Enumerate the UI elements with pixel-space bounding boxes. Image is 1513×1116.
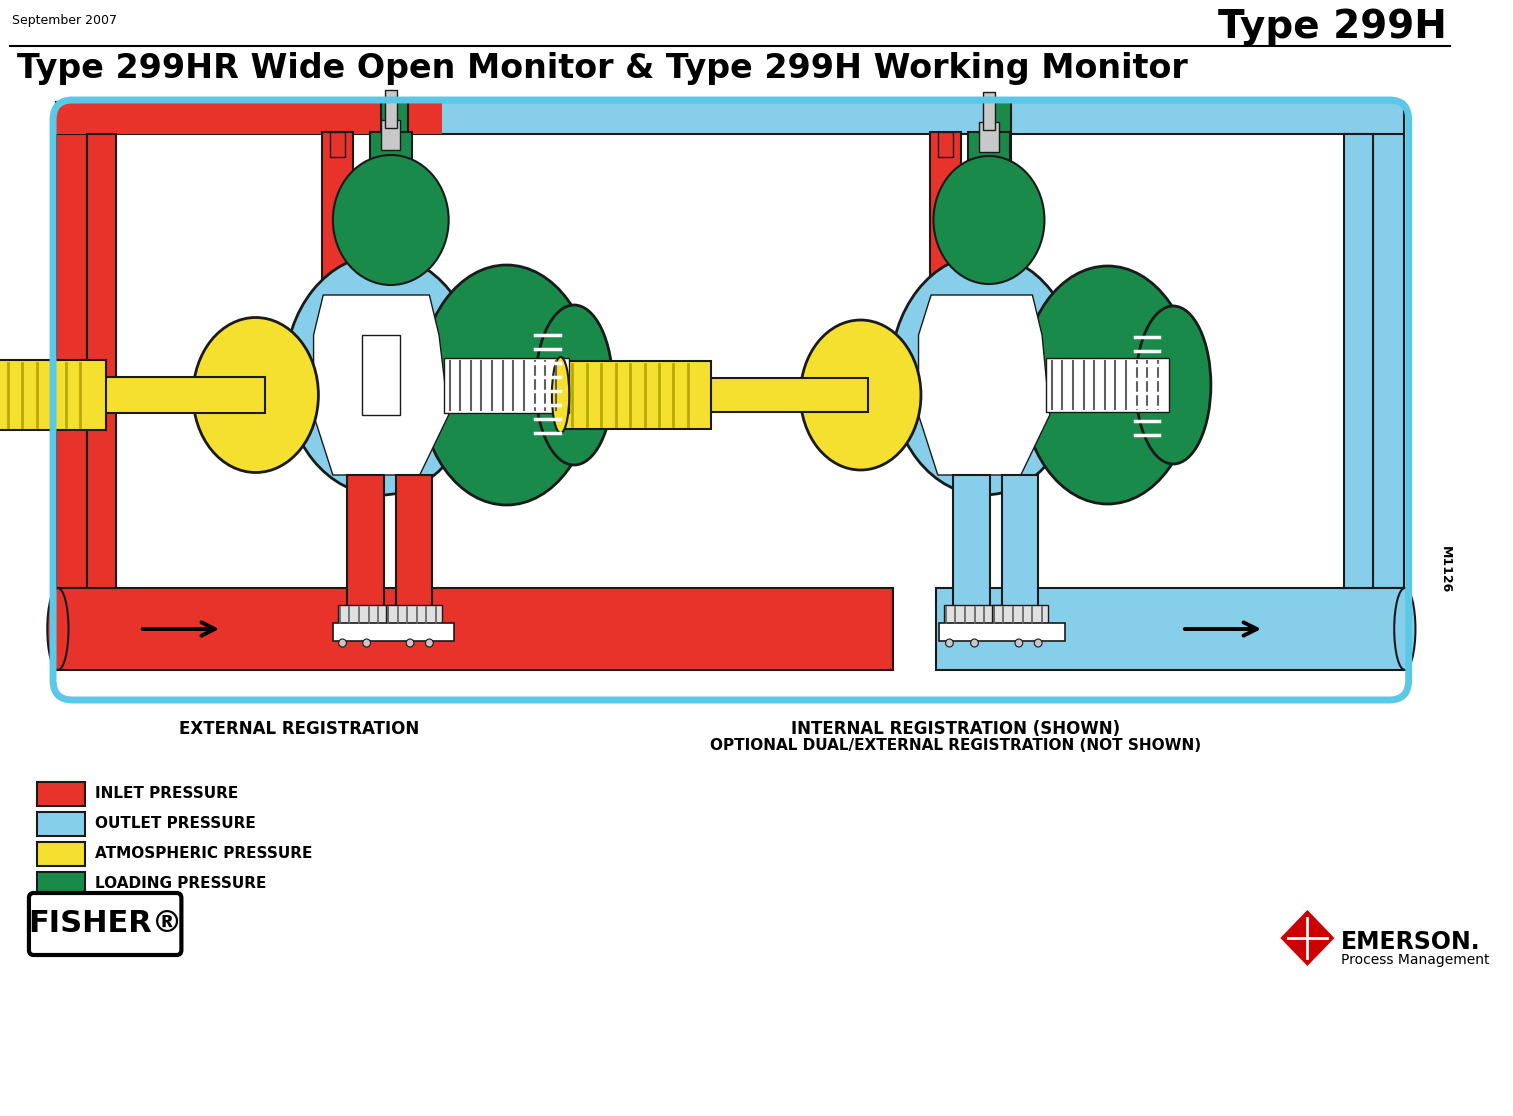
Ellipse shape [890, 254, 1079, 496]
Text: INLET PRESSURE: INLET PRESSURE [94, 787, 238, 801]
Ellipse shape [405, 639, 415, 647]
Ellipse shape [1393, 588, 1416, 670]
Bar [333, 623, 454, 641]
Text: EXTERNAL REGISTRATION: EXTERNAL REGISTRATION [179, 720, 419, 738]
Text: LOADING PRESSURE: LOADING PRESSURE [94, 876, 266, 892]
Ellipse shape [194, 317, 318, 472]
Text: FISHER®: FISHER® [27, 910, 183, 939]
Bar [1002, 475, 1038, 625]
Bar [1045, 358, 1170, 412]
Bar [369, 132, 412, 300]
Bar [386, 605, 442, 625]
Ellipse shape [339, 639, 346, 647]
Ellipse shape [1015, 639, 1023, 647]
Ellipse shape [1021, 266, 1194, 504]
Bar [983, 102, 1011, 232]
Text: ATMOSPHERIC PRESSURE: ATMOSPHERIC PRESSURE [94, 847, 312, 862]
Polygon shape [1280, 910, 1334, 966]
Bar [443, 357, 569, 413]
Text: Process Management: Process Management [1341, 953, 1490, 966]
Bar [930, 132, 961, 435]
Bar [938, 623, 1065, 641]
Bar [710, 378, 868, 412]
Bar [362, 335, 401, 415]
Bar [938, 132, 953, 157]
Bar [993, 605, 1049, 625]
Ellipse shape [1035, 639, 1042, 647]
Bar [36, 872, 85, 896]
Bar [983, 92, 994, 129]
Ellipse shape [419, 264, 593, 506]
Bar [944, 605, 1000, 625]
Ellipse shape [552, 357, 569, 433]
Bar [0, 360, 106, 430]
Bar [979, 122, 999, 152]
Bar [1344, 134, 1372, 588]
Polygon shape [313, 295, 449, 475]
Text: Type 299HR Wide Open Monitor & Type 299H Working Monitor: Type 299HR Wide Open Monitor & Type 299H… [17, 52, 1188, 85]
Bar [330, 132, 345, 157]
Ellipse shape [536, 305, 613, 465]
Ellipse shape [425, 639, 433, 647]
Bar [395, 475, 433, 625]
Bar [348, 475, 384, 625]
Bar [86, 134, 117, 588]
Text: Type 299H: Type 299H [1218, 8, 1448, 46]
Bar [56, 102, 86, 588]
Ellipse shape [946, 639, 953, 647]
Text: EMERSON.: EMERSON. [1341, 930, 1481, 954]
Text: INTERNAL REGISTRATION (SHOWN): INTERNAL REGISTRATION (SHOWN) [791, 720, 1120, 738]
Bar [968, 132, 1011, 300]
Text: OUTLET PRESSURE: OUTLET PRESSURE [94, 817, 256, 831]
Bar [337, 605, 393, 625]
Bar [1372, 102, 1404, 588]
Ellipse shape [1136, 306, 1210, 464]
Bar [384, 90, 396, 128]
Ellipse shape [971, 639, 979, 647]
Bar [381, 121, 401, 150]
Text: OPTIONAL DUAL/EXTERNAL REGISTRATION (NOT SHOWN): OPTIONAL DUAL/EXTERNAL REGISTRATION (NOT… [710, 738, 1201, 753]
Bar [564, 360, 711, 429]
Bar [56, 102, 442, 134]
Text: M1126: M1126 [1439, 547, 1452, 594]
Bar [953, 475, 990, 625]
Bar [101, 377, 265, 413]
FancyBboxPatch shape [29, 893, 182, 955]
Bar [381, 102, 409, 232]
Bar [322, 132, 353, 435]
Bar [36, 782, 85, 806]
Bar [54, 588, 894, 670]
Bar [36, 812, 85, 836]
Ellipse shape [47, 588, 68, 670]
Ellipse shape [934, 156, 1044, 283]
Bar [56, 102, 1404, 134]
Ellipse shape [333, 155, 449, 285]
Bar [937, 588, 1409, 670]
Text: September 2007: September 2007 [12, 15, 117, 27]
Polygon shape [918, 295, 1050, 475]
Bar [36, 841, 85, 866]
Ellipse shape [284, 254, 478, 496]
Ellipse shape [363, 639, 371, 647]
Ellipse shape [800, 320, 921, 470]
